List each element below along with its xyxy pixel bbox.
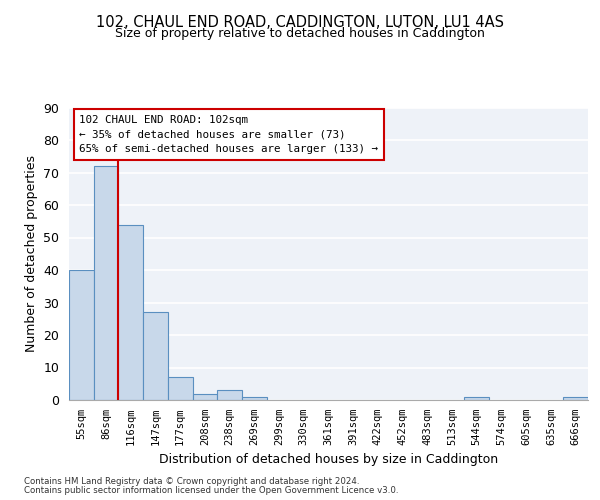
Bar [563,397,588,400]
Bar [143,312,168,400]
Bar [94,166,118,400]
Bar [217,390,242,400]
X-axis label: Distribution of detached houses by size in Caddington: Distribution of detached houses by size … [159,454,498,466]
Text: Contains public sector information licensed under the Open Government Licence v3: Contains public sector information licen… [24,486,398,495]
Text: 102, CHAUL END ROAD, CADDINGTON, LUTON, LU1 4AS: 102, CHAUL END ROAD, CADDINGTON, LUTON, … [96,15,504,30]
Text: 102 CHAUL END ROAD: 102sqm
← 35% of detached houses are smaller (73)
65% of semi: 102 CHAUL END ROAD: 102sqm ← 35% of deta… [79,115,379,154]
Bar [193,394,217,400]
Bar [69,270,94,400]
Bar [168,377,193,400]
Y-axis label: Number of detached properties: Number of detached properties [25,155,38,352]
Bar [242,397,267,400]
Text: Contains HM Land Registry data © Crown copyright and database right 2024.: Contains HM Land Registry data © Crown c… [24,477,359,486]
Text: Size of property relative to detached houses in Caddington: Size of property relative to detached ho… [115,28,485,40]
Bar [464,397,489,400]
Bar [118,224,143,400]
